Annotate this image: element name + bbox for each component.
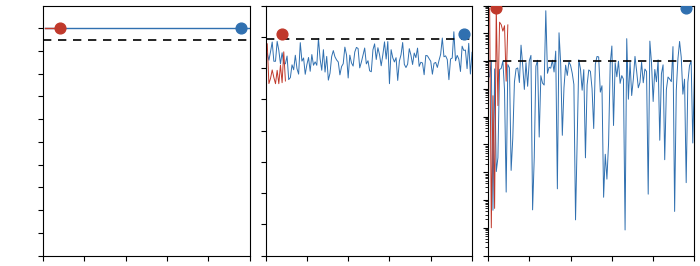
Point [491, 6, 502, 10]
Point [458, 32, 470, 36]
Point [54, 26, 65, 30]
Point [680, 6, 692, 10]
Point [236, 26, 247, 30]
Point [276, 32, 288, 36]
